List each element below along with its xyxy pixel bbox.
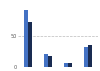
Bar bbox=[88, 45, 92, 67]
Bar bbox=[64, 63, 68, 67]
Bar bbox=[84, 47, 88, 67]
Bar bbox=[48, 57, 52, 67]
Bar bbox=[68, 63, 72, 67]
Bar bbox=[24, 10, 28, 67]
Bar bbox=[28, 22, 32, 67]
Bar bbox=[44, 54, 48, 67]
